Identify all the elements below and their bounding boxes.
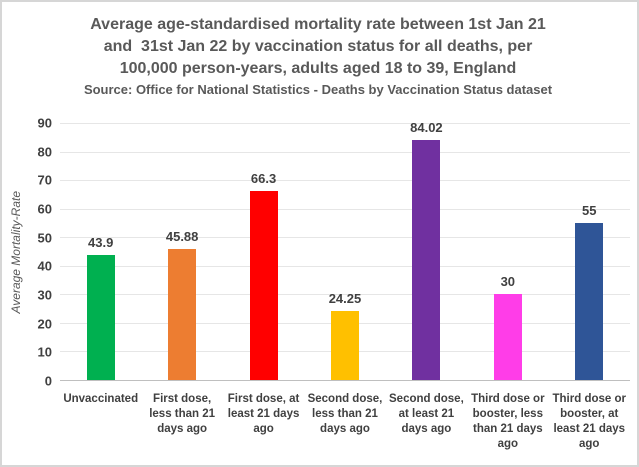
x-category-label: First dose, at least 21 days ago bbox=[227, 393, 300, 435]
chart-source-note: Source: Office for National Statistics -… bbox=[83, 82, 553, 97]
y-tick-40: 40 bbox=[37, 258, 52, 274]
bar bbox=[493, 294, 522, 380]
y-tick-20: 20 bbox=[37, 316, 52, 332]
gridline-50 bbox=[60, 237, 630, 239]
bar bbox=[330, 310, 359, 380]
y-axis-title-cell: Average Mortality-Rate bbox=[6, 123, 26, 381]
gridline-30 bbox=[60, 294, 630, 296]
gridline-80 bbox=[60, 151, 630, 153]
bar-value-label: 30 bbox=[500, 274, 516, 290]
x-category-label: Third dose or booster, at least 21 days … bbox=[552, 393, 626, 450]
x-axis-category-labels: Unvaccinated First dose, less than 21 day… bbox=[60, 381, 630, 452]
x-category-label: Second dose, at least 21 days ago bbox=[389, 393, 464, 435]
chart-title-line-1: Average age-standardised mortality rate … bbox=[90, 16, 546, 33]
x-category-label: Third dose or booster, less than 21 days… bbox=[471, 393, 545, 450]
bar-value-label: 66.3 bbox=[250, 170, 277, 186]
chart-area: Average Mortality-Rate 0 10 20 30 40 50 60 70 80… bbox=[6, 117, 630, 452]
chart-title-line-2: and 31st Jan 22 by vaccination status fo… bbox=[103, 38, 533, 55]
bar-value-label: 55 bbox=[582, 202, 597, 218]
chart-title: Average age-standardised mortality rate … bbox=[6, 14, 630, 99]
chart-title-line-3: 100,000 person-years, adults aged 18 to … bbox=[119, 60, 517, 77]
gridline-90 bbox=[60, 123, 630, 124]
y-tick-30: 30 bbox=[37, 287, 52, 303]
gridline-40 bbox=[60, 265, 630, 267]
y-axis-tick-labels: 0 10 20 30 40 50 60 70 80 90 bbox=[26, 117, 60, 388]
y-tick-10: 10 bbox=[37, 344, 52, 360]
bar-series: 43.9 45.88 66.3 24.25 84.02 30 55 bbox=[60, 120, 630, 380]
bar-slot-3: 24.25 bbox=[304, 123, 385, 380]
bar-slot-6: 55 bbox=[549, 123, 630, 380]
bar-value-label: 43.9 bbox=[88, 234, 114, 250]
y-tick-0: 0 bbox=[44, 373, 52, 389]
y-tick-70: 70 bbox=[37, 172, 52, 188]
x-category-label: Second dose, less than 21 days ago bbox=[307, 393, 383, 435]
y-tick-50: 50 bbox=[37, 230, 52, 246]
bar-slot-4: 84.02 bbox=[386, 120, 467, 380]
bar bbox=[168, 249, 197, 380]
bar-slot-1: 45.88 bbox=[141, 123, 222, 380]
gridline-70 bbox=[60, 180, 630, 182]
y-tick-80: 80 bbox=[37, 144, 52, 160]
bar-slot-2: 66.3 bbox=[223, 123, 304, 380]
x-category-label: Unvaccinated bbox=[63, 393, 139, 405]
bar-slot-0: 43.9 bbox=[60, 123, 141, 380]
plot-area: 43.9 45.88 66.3 24.25 84.02 30 55 bbox=[60, 120, 630, 381]
x-category-label: First dose, less than 21 days ago bbox=[149, 393, 216, 435]
bar bbox=[249, 190, 278, 380]
bar bbox=[575, 222, 604, 380]
bar bbox=[412, 140, 441, 380]
bar-value-label: 45.88 bbox=[165, 229, 199, 244]
bar-value-label: 84.02 bbox=[410, 120, 443, 136]
bar-value-label: 24.25 bbox=[328, 290, 362, 306]
y-axis-title: Average Mortality-Rate bbox=[9, 190, 23, 314]
bar bbox=[86, 254, 115, 380]
gridline-60 bbox=[60, 208, 630, 210]
bar-slot-5: 30 bbox=[467, 123, 548, 380]
y-tick-90: 90 bbox=[37, 115, 52, 131]
y-tick-60: 60 bbox=[37, 201, 52, 217]
